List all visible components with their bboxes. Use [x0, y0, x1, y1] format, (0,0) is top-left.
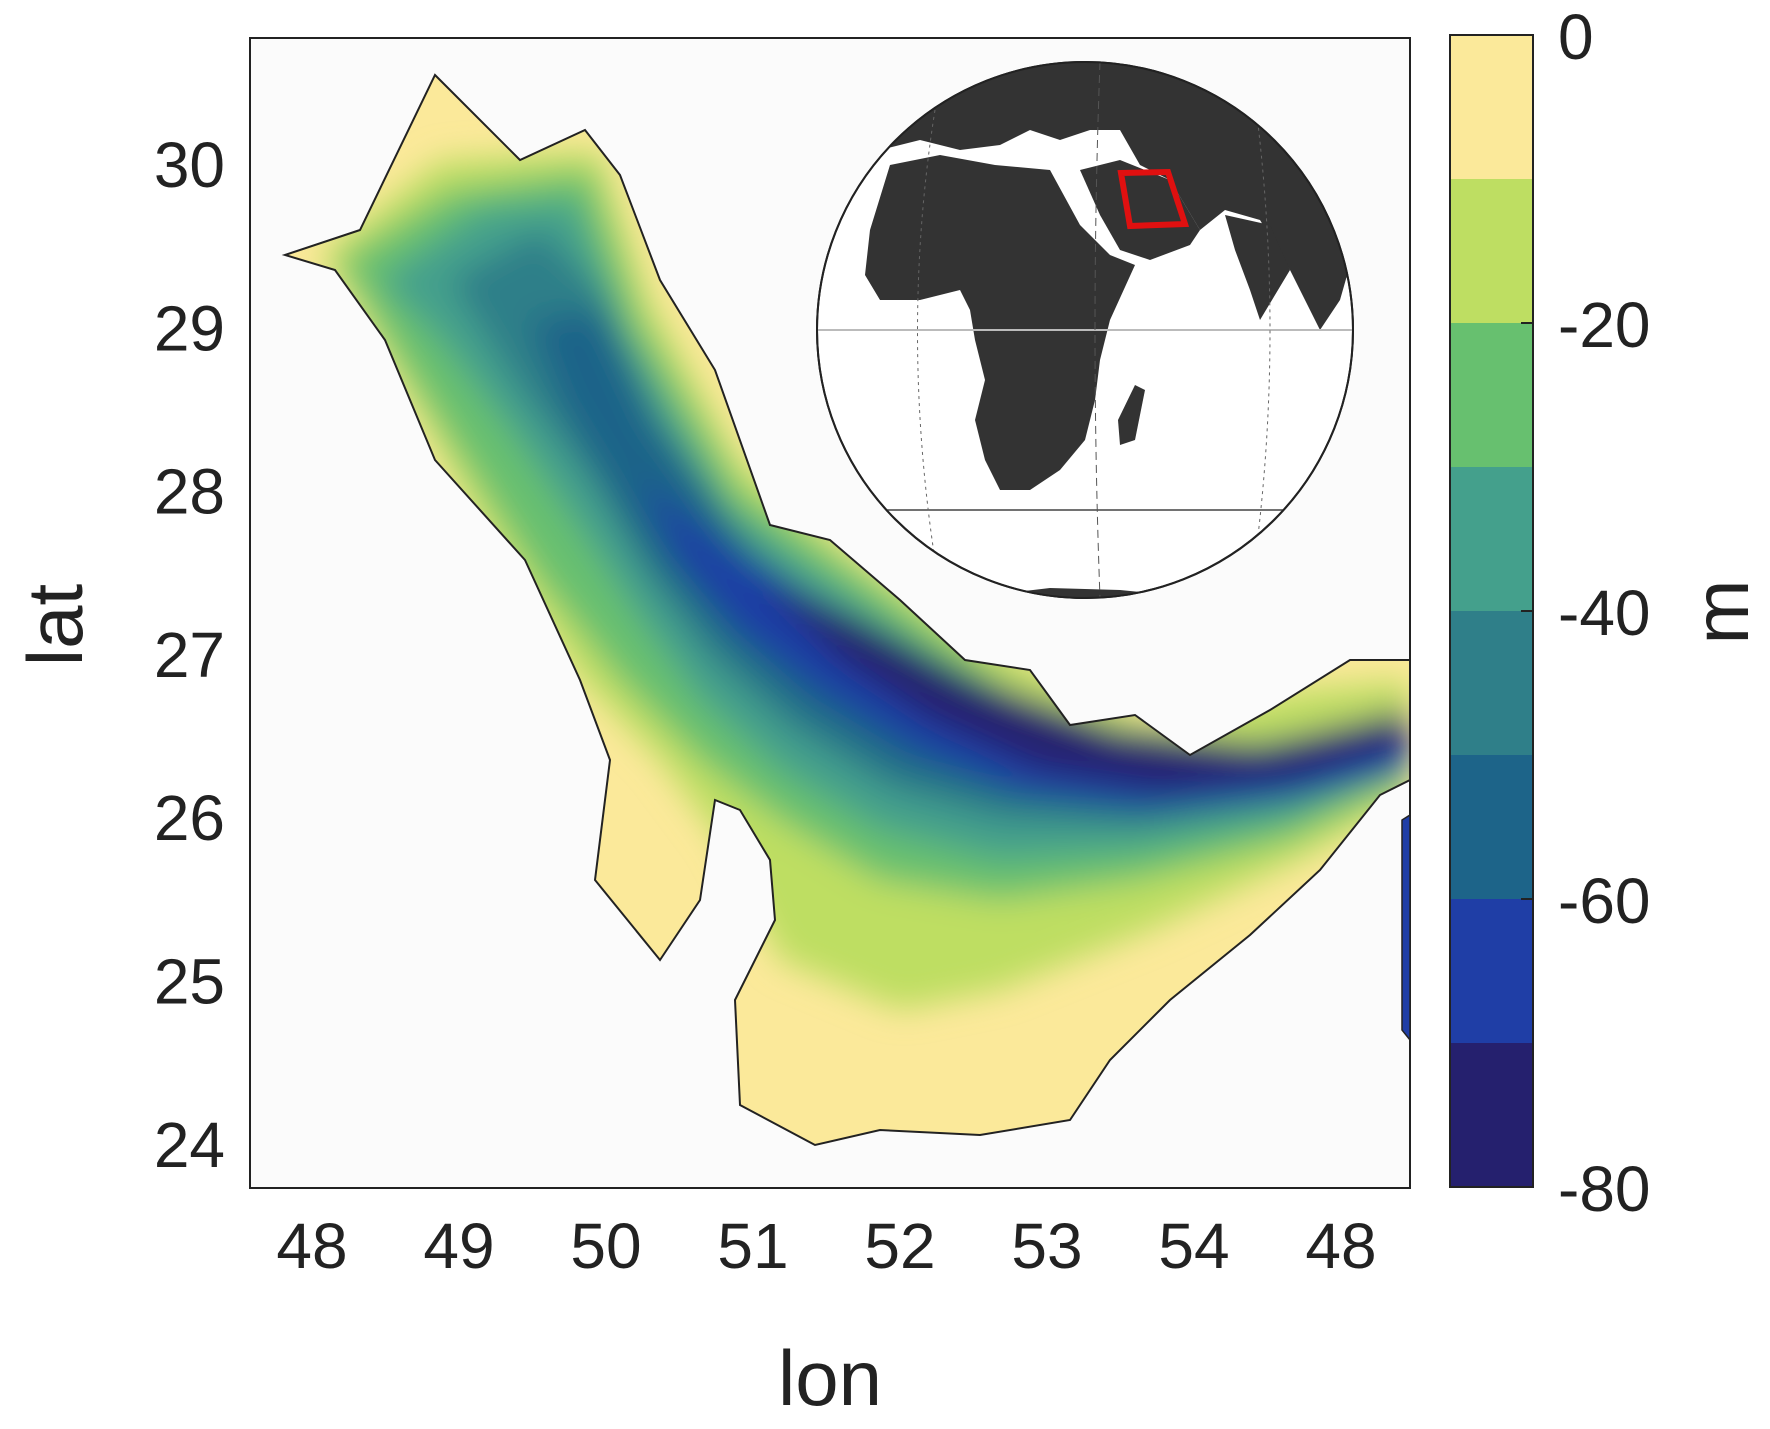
x-tick-label: 51 [717, 1210, 788, 1282]
x-tick-label: 52 [864, 1210, 935, 1282]
colorbar-tick-label: -20 [1558, 289, 1651, 361]
y-tick-label: 24 [154, 1109, 225, 1181]
colorbar [1450, 35, 1533, 1187]
colorbar-level [1450, 755, 1533, 899]
gulf-coastline [281, 73, 1411, 1147]
gulf-of-oman-edge [1401, 813, 1411, 1043]
colorbar-label: m [1677, 580, 1765, 645]
y-tick-label: 29 [154, 292, 225, 364]
y-tick-label: 30 [154, 129, 225, 201]
x-tick-label: 54 [1158, 1210, 1229, 1282]
globe-study-area-box [1117, 168, 1190, 230]
globe-eurasia [840, 62, 1353, 330]
colorbar-level [1450, 35, 1533, 179]
colorbar-level [1450, 611, 1533, 755]
globe-meridian-center [1094, 62, 1101, 598]
colorbar-level [1450, 467, 1533, 611]
globe-india [1225, 215, 1290, 320]
y-axis-ticks: 30 29 28 27 26 25 24 [154, 129, 225, 1181]
y-axis-label: lat [11, 583, 99, 666]
colorbar-level [1450, 323, 1533, 467]
y-tick-label: 26 [154, 782, 225, 854]
colorbar-ticks: 0 -20 -40 -60 -80 [1521, 1, 1651, 1225]
colorbar-level [1450, 1043, 1533, 1187]
y-tick-label: 25 [154, 946, 225, 1018]
x-tick-label: 50 [570, 1210, 641, 1282]
x-tick-label: 49 [423, 1210, 494, 1282]
colorbar-tick-label: -80 [1558, 1153, 1651, 1225]
globe-meridian-right [1254, 99, 1271, 561]
colorbar-level [1450, 179, 1533, 323]
colorbar-tick-label: -40 [1558, 577, 1651, 649]
x-axis-label: lon [778, 1334, 882, 1422]
x-tick-label: 48 [1305, 1210, 1376, 1282]
inset-globe [816, 61, 1354, 599]
y-tick-label: 28 [154, 456, 225, 528]
y-tick-label: 27 [154, 619, 225, 691]
x-axis-ticks: 48 49 50 51 52 53 54 48 [276, 1210, 1376, 1282]
globe-africa [865, 155, 1135, 490]
colorbar-tick-label: 0 [1558, 1, 1594, 73]
x-tick-label: 48 [276, 1210, 347, 1282]
x-tick-label: 53 [1011, 1210, 1082, 1282]
globe-madagascar [1118, 385, 1145, 445]
colorbar-level [1450, 899, 1533, 1043]
colorbar-tick-label: -60 [1558, 865, 1651, 937]
